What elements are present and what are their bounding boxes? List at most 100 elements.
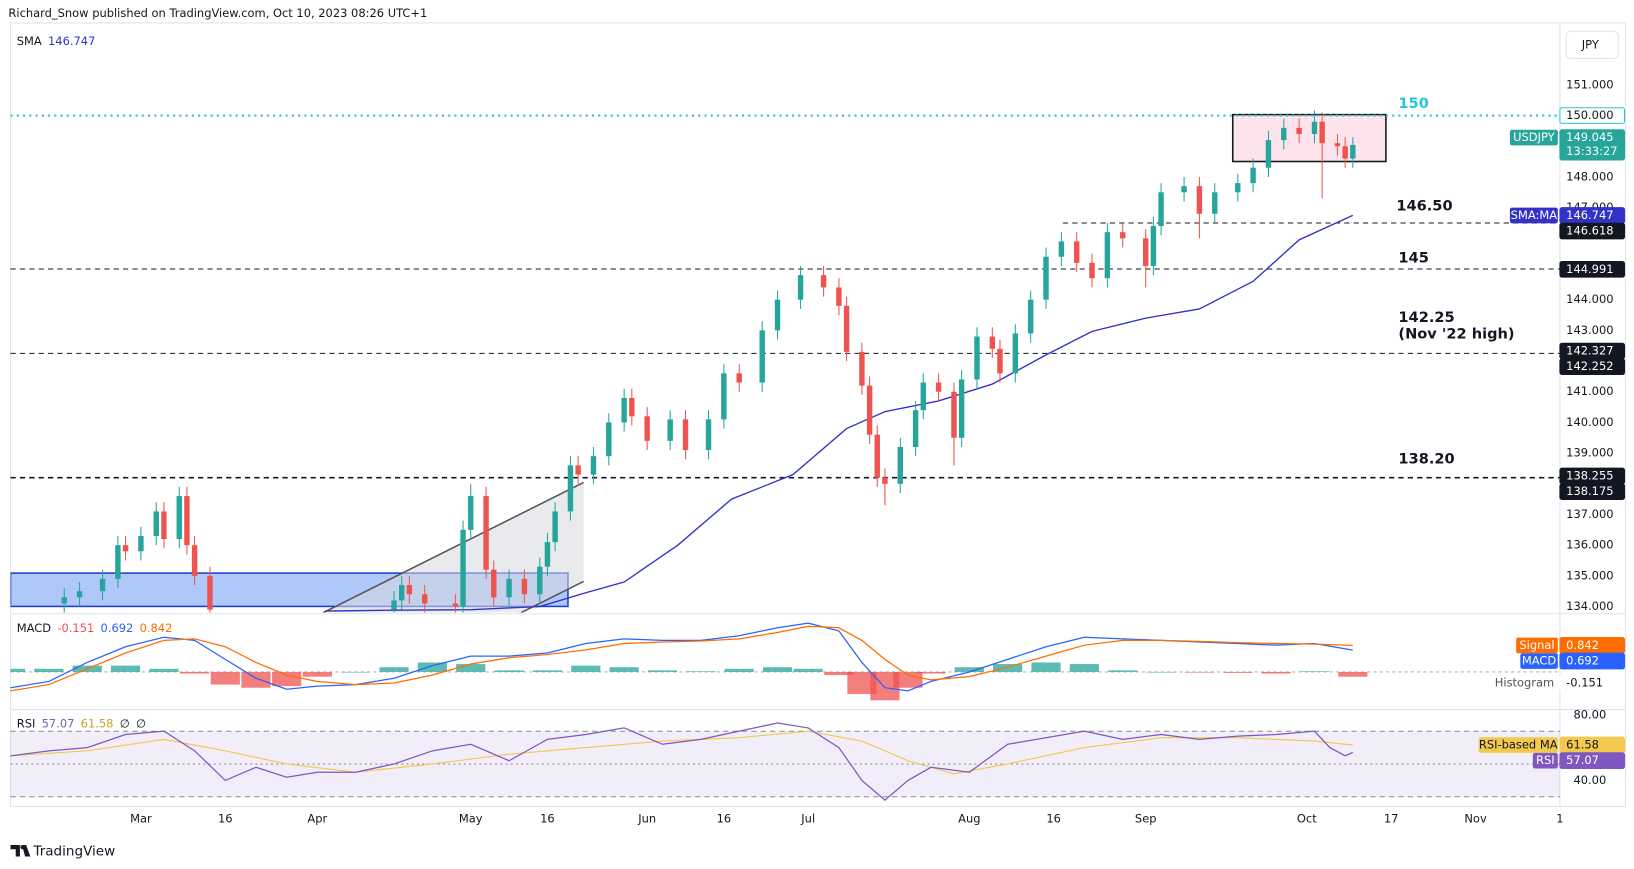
x-tick-label: Jul xyxy=(800,811,815,825)
series-tag-label: RSI-based MA xyxy=(1479,738,1558,752)
histogram-bar xyxy=(1223,671,1253,673)
candle-body xyxy=(1334,143,1341,147)
candle-body xyxy=(1319,121,1325,144)
series-tag-label: USDJPY xyxy=(1513,130,1556,144)
candle-body xyxy=(537,566,543,595)
x-tick-label: 16 xyxy=(540,811,555,825)
candle-body xyxy=(138,535,144,552)
candle-body xyxy=(721,373,727,420)
currency-button[interactable] xyxy=(1565,30,1619,59)
histogram-bar xyxy=(1146,671,1176,673)
rsi-ma-line xyxy=(10,730,1353,775)
level-label: 150 xyxy=(1398,95,1428,112)
x-tick-label: Nov xyxy=(1464,811,1487,825)
candle-body xyxy=(1296,127,1302,135)
x-tick-label: 16 xyxy=(218,811,233,825)
histogram-bar xyxy=(341,671,371,673)
x-tick-label: 16 xyxy=(717,811,732,825)
candle-body xyxy=(920,382,926,411)
logo-icon xyxy=(10,845,31,857)
y-tick-label: 140.000 xyxy=(1566,415,1613,429)
candle-body xyxy=(1196,186,1203,214)
x-tick-label: 16 xyxy=(1046,811,1061,825)
rsi-tick-label: 80.00 xyxy=(1573,707,1606,721)
histogram-bar xyxy=(272,671,302,687)
price-pane xyxy=(10,110,1560,613)
histogram-bar xyxy=(302,671,332,677)
rsi-line xyxy=(10,722,1354,801)
price-tag xyxy=(1559,674,1626,692)
candle-body xyxy=(912,410,919,447)
price-tag-label: 0.842 xyxy=(1566,638,1599,652)
histogram-bar xyxy=(180,671,210,674)
candle-body xyxy=(452,603,459,607)
price-tag-label: 144.991 xyxy=(1566,262,1613,276)
macd-pane xyxy=(10,622,1560,701)
candle-body xyxy=(207,575,213,610)
histogram-bar xyxy=(210,671,240,685)
candle-body xyxy=(506,578,512,598)
candle-body xyxy=(575,465,581,475)
currency-label[interactable]: JPY xyxy=(1581,37,1600,51)
x-tick-label: Aug xyxy=(958,811,980,825)
y-tick-label: 137.000 xyxy=(1566,507,1613,521)
histogram-bar xyxy=(954,667,984,672)
candle-body xyxy=(1235,183,1241,193)
candle-body xyxy=(544,542,551,567)
price-tag-label: 138.255 xyxy=(1566,468,1613,482)
x-tick-label: 17 xyxy=(1384,811,1399,825)
candle-body xyxy=(99,578,106,592)
series-tag xyxy=(1478,737,1558,753)
y-tick-label: 136.000 xyxy=(1566,538,1613,552)
candle-body xyxy=(483,496,489,570)
candle-body xyxy=(567,465,574,512)
candle-body xyxy=(974,336,980,380)
price-tag-label: 142.252 xyxy=(1566,359,1613,373)
x-tick-label: Mar xyxy=(130,811,152,825)
histogram-bar xyxy=(609,667,639,672)
candle-body xyxy=(590,456,597,475)
candle-body xyxy=(1342,146,1348,159)
price-tag-label: 0.692 xyxy=(1566,654,1599,668)
candle-body xyxy=(61,597,67,604)
candle-body xyxy=(1089,262,1095,279)
histogram-bar xyxy=(1184,671,1215,673)
histogram-bar xyxy=(724,668,754,672)
histogram-bar xyxy=(494,670,524,672)
histogram-bar xyxy=(1069,664,1099,672)
sma-legend-name: SMA xyxy=(17,34,42,48)
histogram-bar xyxy=(762,667,793,672)
price-tag-label: 138.175 xyxy=(1566,484,1613,498)
candle-body xyxy=(460,529,466,607)
histogram-bar xyxy=(824,671,854,676)
countdown: 13:33:27 xyxy=(1566,144,1617,158)
candle-body xyxy=(1073,241,1080,263)
candle-body xyxy=(774,299,781,331)
candle-body xyxy=(882,477,888,484)
candle-body xyxy=(859,351,865,386)
rsi-legend-name: RSI xyxy=(17,717,36,731)
histogram-bar xyxy=(793,668,823,672)
y-tick-label: 134.000 xyxy=(1566,599,1613,613)
rsi-pane xyxy=(10,722,1560,801)
candle-body xyxy=(1265,140,1272,168)
level-label: 142.25 xyxy=(1398,309,1454,326)
publisher-header: Richard_Snow published on TradingView.co… xyxy=(8,6,427,20)
series-tag xyxy=(1509,129,1558,146)
rsi-legend-ma: 61.58 xyxy=(81,717,114,731)
histogram-bar xyxy=(532,670,563,672)
rsi-band xyxy=(10,731,1560,797)
y-tick-label: 143.000 xyxy=(1566,323,1613,337)
histogram-bar xyxy=(379,667,409,672)
candle-body xyxy=(406,585,413,595)
candle-body xyxy=(153,511,159,536)
histogram-bar xyxy=(417,662,447,672)
histogram-bar xyxy=(1261,671,1291,674)
candle-body xyxy=(836,287,842,306)
histogram-bar xyxy=(916,671,946,674)
candle-body xyxy=(644,416,650,441)
histogram-bar xyxy=(1108,670,1138,672)
price-tag xyxy=(1559,129,1626,161)
candle-body xyxy=(1212,192,1218,214)
price-tag xyxy=(1559,260,1626,278)
